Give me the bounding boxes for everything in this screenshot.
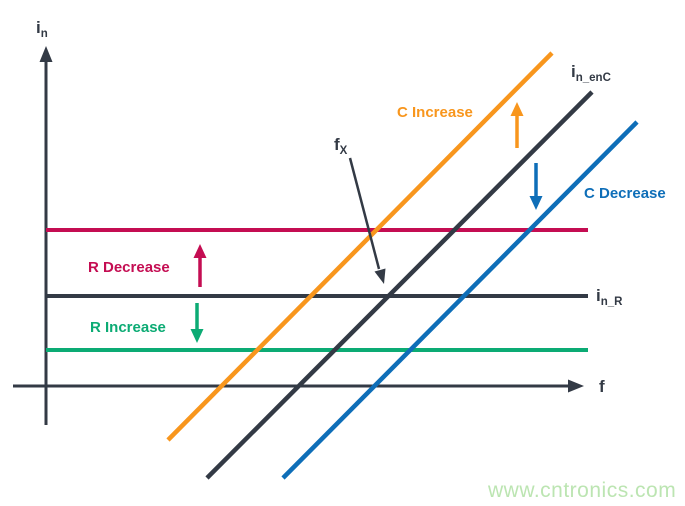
in-r-label-main: i — [596, 286, 601, 305]
x-axis-label: f — [599, 377, 605, 396]
y-axis-label-sub: n — [41, 28, 48, 40]
x-axis-arrow-icon — [568, 379, 584, 393]
c-increase-up-arrow-icon — [510, 102, 524, 116]
fx-pointer-arrow-shaft — [348, 157, 381, 270]
y-axis-label: in — [36, 18, 48, 40]
c-decrease-down-arrow-icon — [529, 196, 543, 210]
r-decrease-up-arrow-icon — [193, 244, 207, 258]
c-increase-line — [166, 51, 554, 442]
y-axis-label-main: i — [36, 18, 41, 37]
in-enc-label-main: i — [571, 62, 576, 81]
watermark-text: www.cntronics.com — [487, 479, 676, 502]
in-r-label: in_R — [596, 286, 623, 308]
c-decrease-label: C Decrease — [584, 185, 666, 202]
c-increase-label: C Increase — [397, 104, 473, 121]
r-increase-label: R Increase — [90, 319, 166, 336]
fx-label-main: f — [334, 135, 340, 154]
r-increase-down-arrow-icon — [190, 329, 204, 343]
y-axis-arrow-icon — [39, 46, 53, 62]
in-enc-line — [205, 90, 594, 480]
in-enc-label-sub: n_enC — [576, 72, 611, 84]
fx-pointer-arrow-icon — [374, 268, 386, 284]
fx-label: fX — [334, 135, 348, 157]
in-enc-label: in_enC — [571, 62, 611, 84]
c-decrease-line — [281, 120, 639, 480]
r-decrease-label: R Decrease — [88, 259, 170, 276]
in-r-label-sub: n_R — [601, 296, 623, 308]
fx-label-sub: X — [340, 145, 348, 157]
